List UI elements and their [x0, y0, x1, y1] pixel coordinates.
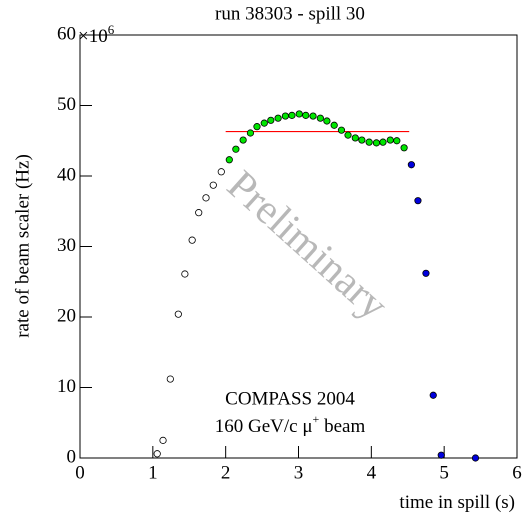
data-point — [379, 138, 387, 146]
data-point — [365, 138, 373, 146]
y-tick-label: 30 — [57, 235, 76, 256]
y-tick-label: 50 — [57, 94, 76, 115]
data-point — [407, 161, 415, 169]
chart-title: run 38303 - spill 30 — [215, 3, 365, 24]
data-point — [288, 111, 296, 119]
data-point — [246, 129, 255, 137]
data-point — [209, 181, 217, 189]
data-point — [195, 209, 203, 217]
data-point — [217, 168, 225, 176]
data-point — [159, 436, 167, 444]
y-axis-label: rate of beam scaler (Hz) — [12, 154, 33, 338]
data-point — [239, 136, 247, 144]
data-point — [153, 450, 161, 458]
watermark: Preliminary — [218, 162, 396, 329]
data-point — [358, 136, 366, 144]
data-point — [232, 145, 240, 153]
data-point — [260, 119, 268, 127]
data-point — [166, 375, 174, 383]
data-point — [174, 310, 182, 318]
data-point — [414, 197, 422, 205]
data-point — [351, 134, 359, 142]
annotation-part: 160 GeV/c μ — [215, 416, 313, 437]
y-tick-label: 0 — [67, 446, 77, 467]
x-tick-label: 2 — [221, 462, 231, 483]
x-tick-label: 4 — [367, 462, 377, 483]
multiplier-base: ×10 — [78, 26, 108, 47]
x-axis-label: time in spill (s) — [399, 492, 515, 513]
data-point — [323, 117, 331, 125]
x-tick-label: 5 — [439, 462, 449, 483]
data-point — [429, 391, 437, 399]
data-point — [330, 121, 338, 129]
data-point — [372, 139, 381, 147]
annotation-sup: + — [313, 412, 320, 426]
data-point — [202, 194, 210, 202]
data-point — [422, 269, 430, 277]
data-point — [471, 454, 480, 462]
data-point — [400, 144, 408, 152]
data-point — [281, 112, 289, 120]
data-point — [225, 156, 233, 164]
y-tick-label: 10 — [57, 376, 76, 397]
data-point — [316, 114, 324, 122]
x-tick-label: 0 — [75, 462, 85, 483]
data-point — [274, 114, 282, 122]
data-point — [337, 126, 346, 134]
data-point — [309, 112, 317, 120]
annotation-part: beam — [319, 416, 365, 437]
y-multiplier: ×106 — [78, 22, 115, 47]
data-point — [386, 136, 394, 144]
y-tick-label: 20 — [57, 305, 76, 326]
data-point — [295, 110, 303, 118]
multiplier-exponent: 6 — [108, 22, 115, 37]
annotation: 160 GeV/c μ+ beam — [215, 412, 366, 438]
data-point — [344, 131, 352, 139]
data-point — [181, 270, 189, 278]
y-tick-label: 60 — [57, 23, 76, 44]
x-tick-label: 3 — [294, 462, 304, 483]
data-point — [267, 116, 275, 124]
data-point — [437, 451, 445, 459]
x-tick-label: 6 — [512, 462, 522, 483]
x-tick-label: 1 — [148, 462, 158, 483]
data-point — [302, 111, 310, 119]
annotation: COMPASS 2004 — [225, 388, 355, 409]
y-tick-label: 40 — [57, 164, 76, 185]
data-point — [188, 236, 196, 244]
data-point — [253, 123, 261, 131]
data-point — [393, 137, 401, 145]
